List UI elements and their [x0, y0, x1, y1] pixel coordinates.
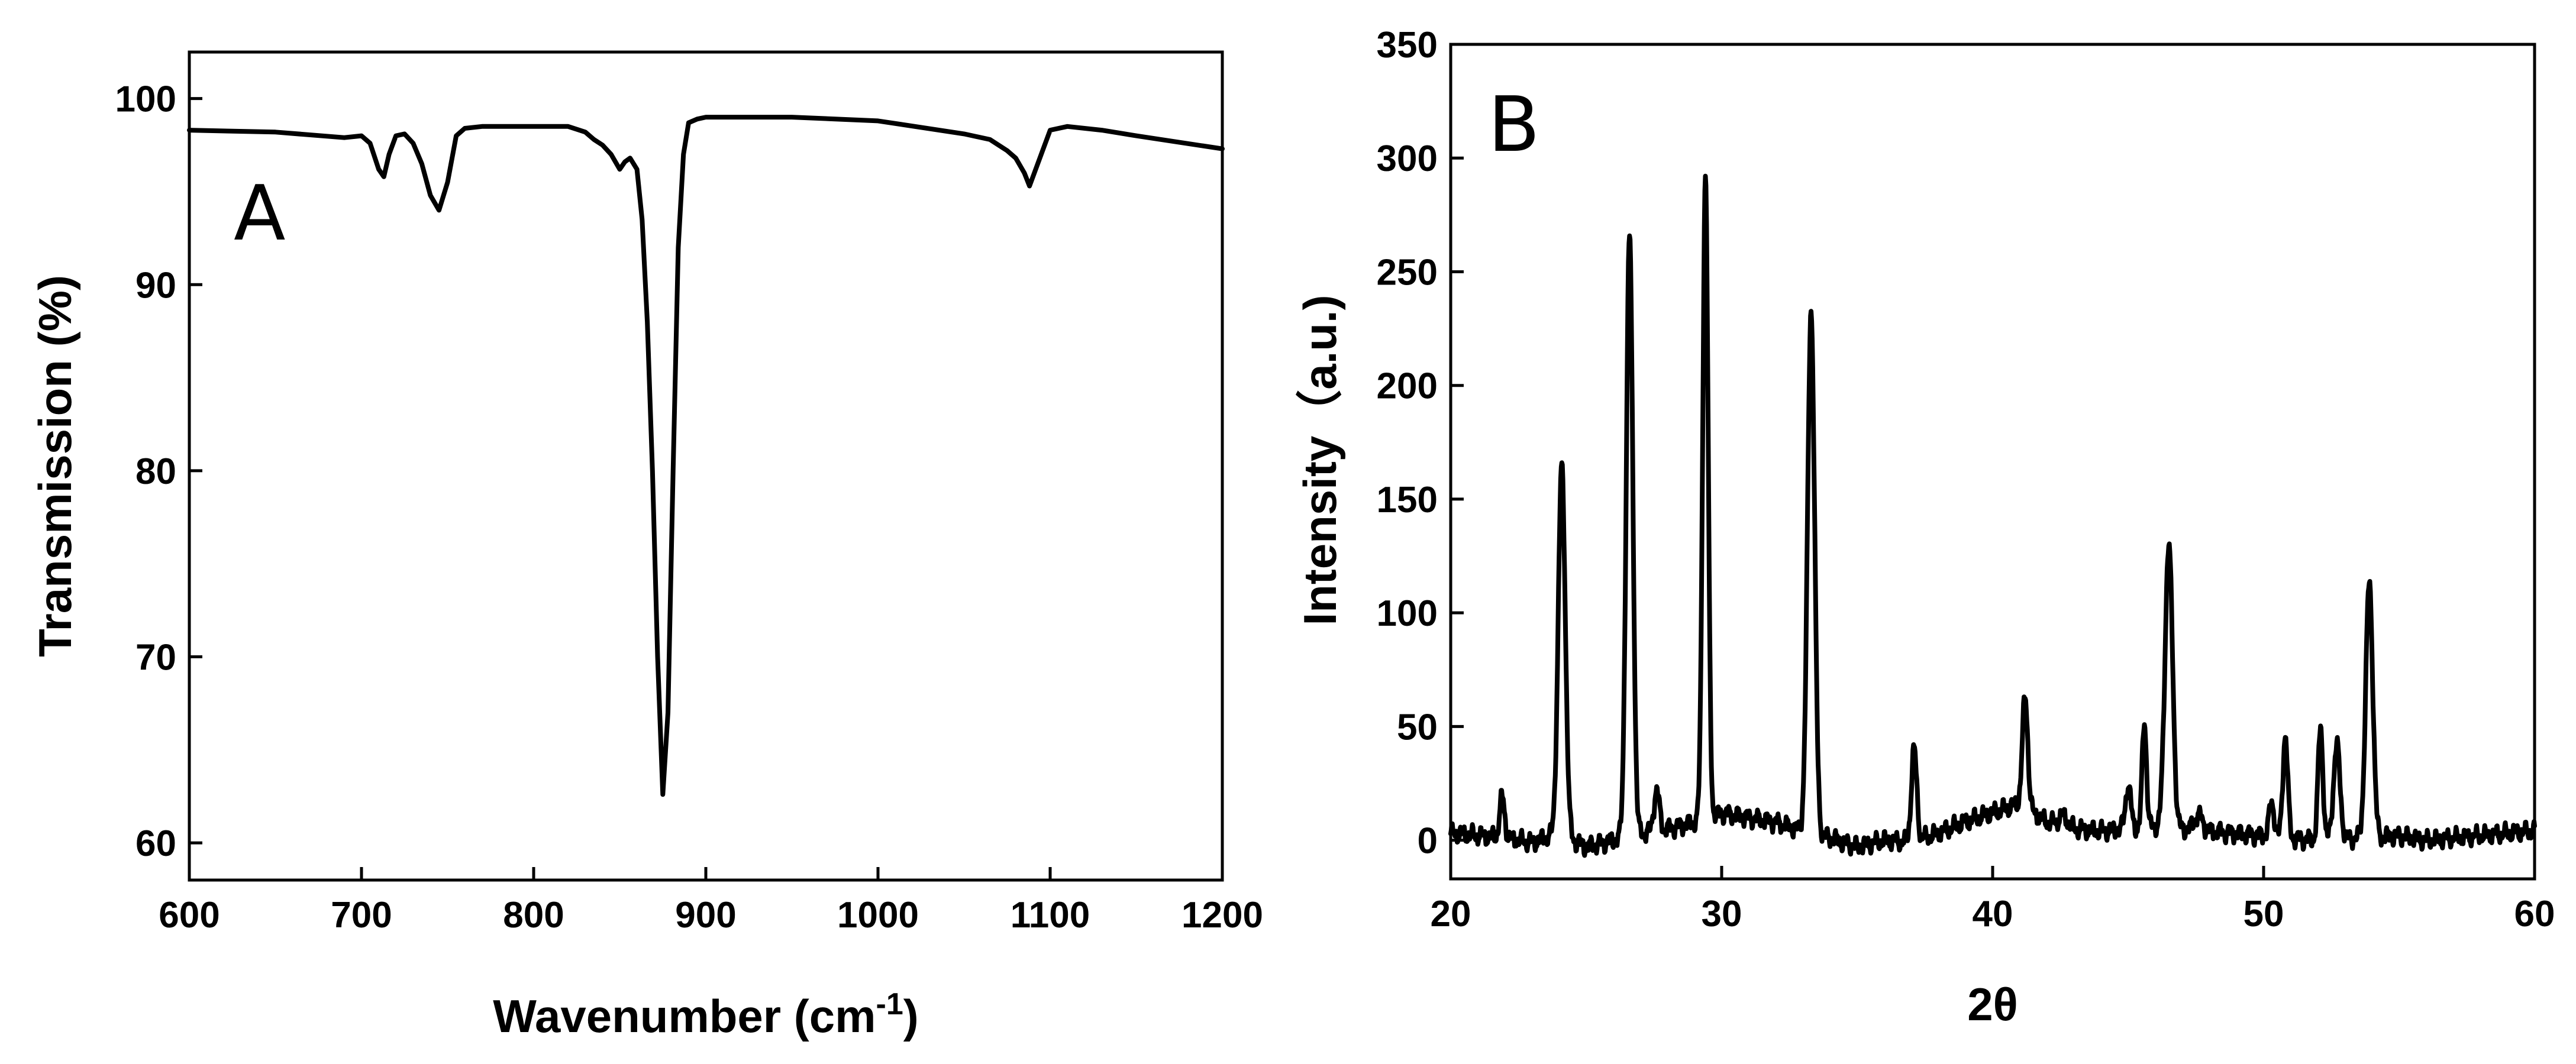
panel-a-label: A: [234, 170, 286, 258]
panel-a-xlabel-main: Wavenumber (cm: [493, 990, 876, 1042]
panel-b-ytick-label: 50: [1397, 707, 1438, 748]
panel-b-xtick-label: 50: [2243, 894, 2284, 934]
panel-a-ytick-label: 80: [135, 451, 176, 492]
panel-b-ytick-label: 150: [1377, 480, 1438, 520]
panel-b-ytick-label: 200: [1377, 366, 1438, 407]
panel-a-ytick-label: 60: [135, 823, 176, 864]
panel-a-ticks: 600 700 800 900 1000 1100 1200 60 70 80 90 100: [115, 79, 1263, 936]
panel-b-ytick-label: 300: [1377, 138, 1438, 179]
panel-b-label: B: [1488, 81, 1540, 169]
panel-b-ytick-label: 250: [1377, 252, 1438, 293]
panel-b-ylabel: Intensity（a.u.): [1294, 295, 1346, 625]
panel-b: 20 30 40 50 60 0 50 100 150 200 250 300 350 B Intens…: [1294, 25, 2555, 1030]
panel-b-frame: [1449, 43, 2536, 881]
panel-a-ytick-label: 100: [115, 79, 176, 120]
panel-b-xtick-label: 40: [1973, 894, 2013, 934]
panel-b-xtick-label: 60: [2514, 894, 2555, 934]
panel-a-xlabel-sup: -1: [876, 987, 903, 1021]
panel-a-xtick-label: 900: [675, 895, 736, 936]
panel-a-spectrum-line: [187, 115, 1225, 797]
panel-a-frame: [188, 50, 1224, 882]
panel-a-xtick-label: 600: [159, 895, 219, 936]
panel-a-ytick-label: 70: [135, 637, 176, 678]
panel-a-xtick-label: 1000: [837, 895, 919, 936]
panel-a-xtick-label: 800: [503, 895, 564, 936]
panel-b-ticks: 20 30 40 50 60 0 50 100 150 200 250 300 350: [1377, 25, 2555, 934]
panel-b-xlabel: 2θ: [1967, 978, 2018, 1030]
panel-a-xlabel: Wavenumber (cm-1): [493, 987, 919, 1042]
panel-b-ytick-label: 350: [1377, 25, 1438, 66]
panel-b-ytick-label: 100: [1377, 593, 1438, 634]
panel-a: 600 700 800 900 1000 1100 1200 60 70 80 90 100 A Tr…: [29, 50, 1263, 1042]
panel-b-xtick-label: 20: [1431, 894, 1471, 934]
panel-b-xtick-label: 30: [1702, 894, 1742, 934]
panel-a-xtick-label: 1100: [1011, 895, 1090, 936]
panel-b-pattern-line: [1448, 173, 2537, 858]
panel-b-ytick-label: 0: [1418, 821, 1438, 862]
panel-a-xlabel-tail: ): [903, 990, 919, 1042]
panel-a-xtick-label: 1200: [1182, 895, 1263, 936]
panel-a-ytick-label: 90: [135, 265, 176, 306]
panel-a-ylabel: Transmission (%): [29, 275, 81, 657]
panel-a-xtick-label: 700: [331, 895, 392, 936]
